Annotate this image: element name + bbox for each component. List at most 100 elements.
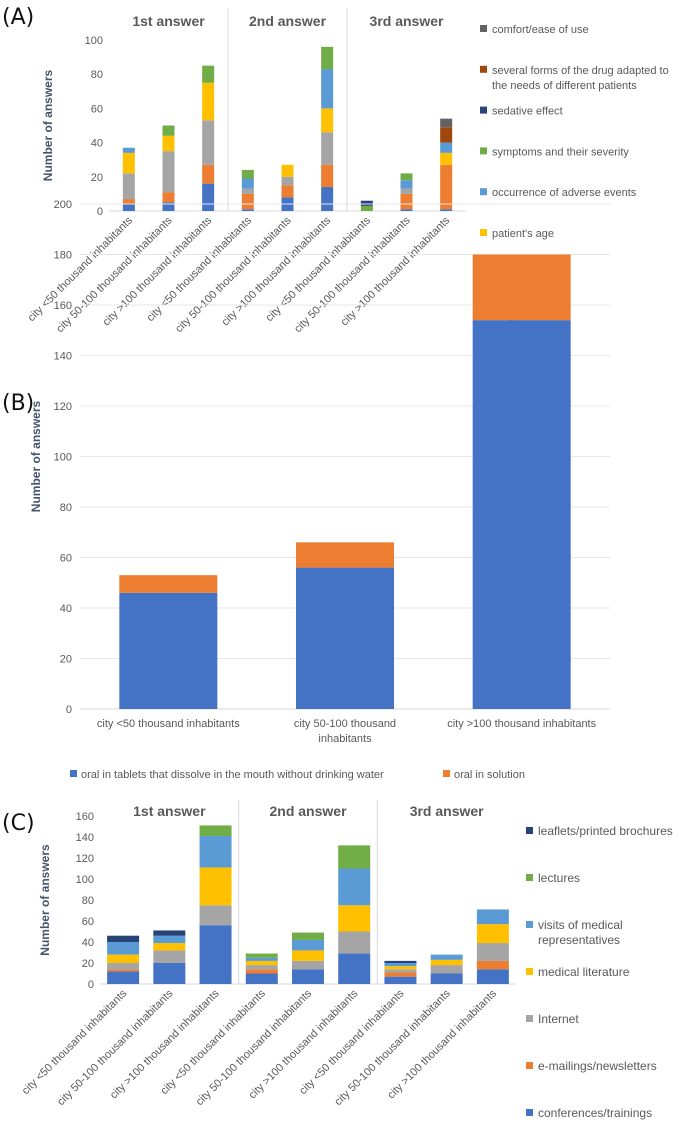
bar-segment bbox=[153, 963, 186, 984]
y-tick-label: 80 bbox=[60, 502, 72, 514]
chart-a: 0 20 40 60 80 100 Number of answers 1st answer 2… bbox=[25, 8, 669, 362]
chart-c: 0 20 40 60 80 100 120 140 160 Number of answers 1s… bbox=[20, 800, 673, 1120]
bar-segment bbox=[430, 965, 463, 974]
bar-segment bbox=[107, 935, 140, 942]
bar-segment bbox=[107, 969, 140, 972]
bar-segment bbox=[122, 173, 135, 200]
bar-segment bbox=[338, 845, 371, 869]
bar-segment bbox=[202, 164, 215, 184]
legend-label: comfort/ease of use bbox=[492, 24, 589, 36]
bar-segment bbox=[199, 835, 232, 868]
bar-segment bbox=[292, 932, 324, 940]
bar-segment bbox=[338, 868, 371, 906]
bar-segment bbox=[400, 188, 413, 194]
bar-segment bbox=[241, 188, 254, 194]
legend-swatch bbox=[480, 25, 487, 32]
bar-segment bbox=[296, 542, 394, 568]
y-tick-label: 0 bbox=[97, 206, 103, 218]
bar-segment bbox=[281, 176, 294, 186]
y-tick-label: 120 bbox=[76, 853, 94, 865]
legend-swatch bbox=[526, 921, 533, 928]
bar-segment bbox=[107, 942, 140, 955]
y-tick-label: 40 bbox=[60, 603, 72, 615]
y-axis-title: Number of answers bbox=[29, 400, 43, 512]
bar-segment bbox=[245, 957, 278, 961]
bar-segment bbox=[119, 575, 218, 593]
legend-label: occurrence of adverse events bbox=[492, 187, 637, 199]
x-tick-label: city >100 thousand inhabitants bbox=[447, 718, 596, 730]
bar-segment bbox=[122, 147, 135, 153]
legend-swatch bbox=[526, 968, 533, 975]
bar-segment bbox=[122, 204, 135, 211]
bar-segment bbox=[440, 127, 453, 143]
bar-segment bbox=[202, 82, 215, 121]
legend-swatch bbox=[526, 1015, 533, 1022]
bar-segment bbox=[321, 132, 334, 165]
bar-segment bbox=[292, 960, 324, 970]
y-tick-label: 160 bbox=[76, 811, 94, 823]
y-tick-label: 20 bbox=[91, 172, 103, 184]
legend-swatch bbox=[526, 874, 533, 881]
bar-segment bbox=[153, 930, 186, 936]
bar-segment bbox=[153, 950, 186, 963]
bar-segment bbox=[321, 164, 334, 188]
bar-segment bbox=[321, 187, 334, 211]
bar-segment bbox=[241, 193, 254, 210]
y-tick-label: 40 bbox=[91, 138, 103, 150]
legend-swatch bbox=[526, 827, 533, 834]
x-tick-label: city <50 thousand inhabitants bbox=[97, 718, 240, 730]
bar-segment bbox=[153, 935, 186, 944]
legend-label: medical literature bbox=[538, 965, 630, 979]
bar-segment bbox=[384, 976, 417, 984]
panel-b-letter: (B) bbox=[2, 391, 34, 416]
legend-label: lectures bbox=[538, 871, 580, 885]
bar-segment bbox=[107, 954, 140, 963]
bar-segment bbox=[476, 943, 509, 961]
legend-label: several forms of the drug adapted to the … bbox=[492, 65, 669, 92]
bar-segment bbox=[440, 152, 453, 165]
bar-segment bbox=[162, 135, 175, 152]
bar-segment bbox=[292, 950, 324, 961]
bar-segment bbox=[202, 120, 215, 165]
group-label: 3rd answer bbox=[410, 803, 484, 819]
y-tick-label: 200 bbox=[54, 199, 72, 211]
bar-segment bbox=[400, 173, 413, 181]
bar-segment bbox=[476, 909, 509, 925]
y-axis-title: Number of answers bbox=[38, 844, 52, 956]
bar-segment bbox=[245, 953, 278, 958]
bar-segment bbox=[360, 200, 373, 206]
panel-a-letter: (A) bbox=[2, 5, 34, 30]
bar-segment bbox=[122, 199, 135, 205]
bar-segment bbox=[384, 969, 417, 973]
y-tick-label: 100 bbox=[76, 874, 94, 886]
bar-segment bbox=[241, 209, 254, 211]
y-tick-label: 0 bbox=[66, 704, 72, 716]
bar-segment bbox=[292, 969, 324, 984]
bar-segment bbox=[476, 960, 509, 970]
legend-label: visits of medical representatives bbox=[538, 918, 623, 947]
bar-segment bbox=[245, 960, 278, 966]
bar-segment bbox=[107, 971, 140, 984]
bar-segment bbox=[153, 943, 186, 951]
group-label: 3rd answer bbox=[370, 13, 444, 29]
bar-segment bbox=[384, 960, 417, 963]
bar-segment bbox=[162, 202, 175, 211]
bar-segment bbox=[162, 125, 175, 136]
legend-label: e-mailings/newsletters bbox=[538, 1059, 657, 1073]
y-tick-label: 20 bbox=[82, 958, 94, 970]
group-label: 1st answer bbox=[133, 803, 206, 819]
y-axis-title: Number of answers bbox=[41, 69, 55, 181]
bar-segment bbox=[400, 209, 413, 211]
bar-segment bbox=[440, 142, 453, 153]
x-tick-label: city 50-100 thousand inhabitants bbox=[294, 718, 396, 745]
bar-segment bbox=[202, 65, 215, 83]
group-label: 2nd answer bbox=[249, 13, 327, 29]
bar-segment bbox=[321, 46, 334, 70]
bar-segment bbox=[296, 567, 394, 709]
bar-segment bbox=[281, 185, 294, 198]
legend-label: leaflets/printed brochures bbox=[538, 824, 673, 838]
bar-segment bbox=[122, 152, 135, 174]
y-tick-label: 180 bbox=[54, 250, 72, 262]
panel-c-letter: (C) bbox=[2, 811, 35, 836]
